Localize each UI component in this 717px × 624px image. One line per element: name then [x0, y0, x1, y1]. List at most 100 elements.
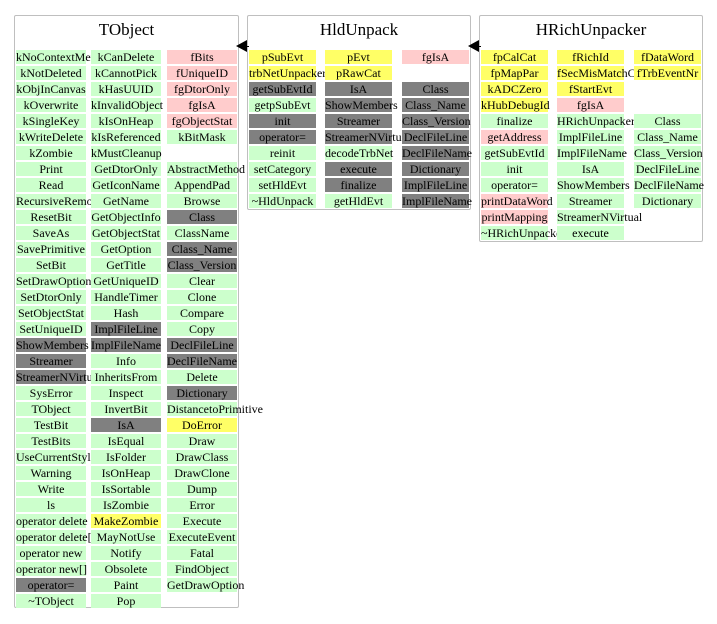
- member-cell: ImplFileName: [91, 338, 161, 352]
- member-cell: fDataWord: [634, 50, 701, 64]
- member-cell: ImplFileLine: [402, 178, 469, 192]
- member-cell: ShowMembers: [557, 178, 630, 192]
- member-cell: fpMapPar: [481, 66, 548, 80]
- member-cell: fgObjectStat: [167, 114, 237, 128]
- member-cell: IsA: [557, 162, 624, 176]
- member-cell: Info: [91, 354, 161, 368]
- member-cell: operator delete[]: [16, 530, 96, 544]
- member-cell: execute: [325, 162, 392, 176]
- member-cell: getSubEvtId: [481, 146, 548, 160]
- member-cell: ResetBit: [16, 210, 86, 224]
- member-cell: GetTitle: [91, 258, 161, 272]
- member-cell: setCategory: [249, 162, 316, 176]
- member-cell: operator=: [481, 178, 548, 192]
- inheritance-arrow-icon: [236, 40, 247, 52]
- member-column: kCanDelete kCannotPick kHasUUID kInvalidObj…: [91, 50, 163, 610]
- member-cell: fgDtorOnly: [167, 82, 237, 96]
- member-cell: kHasUUID: [91, 82, 161, 96]
- member-cell: ~HldUnpack: [249, 194, 316, 208]
- member-column: pSubEvt trbNetUnpacker getSubEvtId getpSubE…: [249, 50, 327, 210]
- member-cell: finalize: [325, 178, 392, 192]
- member-cell: IsEqual: [91, 434, 161, 448]
- member-column: fBits fUniqueID fgDtorOnly fgIsA fgObjectSta…: [167, 50, 263, 594]
- member-cell: AbstractMethod: [167, 162, 245, 176]
- member-cell: DeclFileLine: [634, 162, 701, 176]
- member-cell: execute: [557, 226, 624, 240]
- inheritance-line: [478, 46, 481, 47]
- member-cell: operator=: [249, 130, 316, 144]
- member-cell: DistancetoPrimitive: [167, 402, 263, 416]
- member-cell: kNoContextMenu: [16, 50, 103, 64]
- member-cell: kObjInCanvas: [16, 82, 86, 96]
- member-cell: Write: [16, 482, 86, 496]
- member-cell: GetObjectInfo: [91, 210, 161, 224]
- member-cell: kZombie: [16, 146, 86, 160]
- member-cell: Class: [634, 114, 701, 128]
- member-cell: Class_Version: [402, 114, 471, 128]
- member-cell: Dump: [167, 482, 237, 496]
- member-cell: IsOnHeap: [91, 466, 161, 480]
- member-cell: getpSubEvt: [249, 98, 316, 112]
- member-cell: fgIsA: [402, 50, 469, 64]
- member-cell: kInvalidObject: [91, 98, 163, 112]
- inheritance-arrow-icon: [468, 40, 479, 52]
- member-cell: InheritsFrom: [91, 370, 161, 384]
- member-cell: UseCurrentStyle: [16, 450, 96, 464]
- member-cell: GetIconName: [91, 178, 161, 192]
- member-cell: fStartEvt: [557, 82, 624, 96]
- member-cell: FindObject: [167, 562, 237, 576]
- member-cell: GetUniqueID: [91, 274, 161, 288]
- member-cell: IsA: [325, 82, 392, 96]
- member-cell: kHubDebugId: [481, 98, 550, 112]
- class-title: TObject: [98, 20, 155, 39]
- member-cell: Streamer: [557, 194, 624, 208]
- member-cell: DoError: [167, 418, 237, 432]
- member-cell: Obsolete: [91, 562, 161, 576]
- member-cell: fSecMisMatchCntr: [557, 66, 649, 80]
- member-cell: fRichId: [557, 50, 624, 64]
- member-column: fpCalCat fpMapPar kADCZero kHubDebugId final…: [481, 50, 566, 242]
- member-cell: Streamer: [325, 114, 392, 128]
- member-cell: Dictionary: [402, 162, 469, 176]
- member-cell: init: [249, 114, 316, 128]
- member-cell: Compare: [167, 306, 237, 320]
- member-cell: Clear: [167, 274, 237, 288]
- member-cell: SetObjectStat: [16, 306, 86, 320]
- member-cell: Execute: [167, 514, 237, 528]
- member-cell: ImplFileLine: [91, 322, 161, 336]
- member-cell: kSingleKey: [16, 114, 86, 128]
- member-cell: fpCalCat: [481, 50, 548, 64]
- member-cell: IsA: [91, 418, 161, 432]
- member-cell: SetDtorOnly: [16, 290, 86, 304]
- member-cell: ~HRichUnpacker: [481, 226, 566, 240]
- member-cell: operator new[]: [16, 562, 87, 576]
- member-cell: fUniqueID: [167, 66, 237, 80]
- member-cell: trbNetUnpacker: [249, 66, 327, 80]
- member-cell: StreamerNVirtual: [16, 370, 102, 384]
- class-box-hrichunpacker: HRichUnpacker fpCalCat fpMapPar kADCZero kH…: [479, 15, 704, 242]
- member-cell: pSubEvt: [249, 50, 316, 64]
- member-cell: HRichUnpacker: [557, 114, 635, 128]
- member-cell: Error: [167, 498, 237, 512]
- member-cell: Pop: [91, 594, 161, 608]
- member-cell: ShowMembers: [325, 98, 398, 112]
- class-title: HRichUnpacker: [535, 20, 647, 39]
- member-cell: Streamer: [16, 354, 86, 368]
- member-cell: Inspect: [91, 386, 161, 400]
- member-cell: kIsOnHeap: [91, 114, 161, 128]
- member-cell: ShowMembers: [16, 338, 89, 352]
- member-cell: GetDrawOption: [167, 578, 245, 592]
- member-cell: DeclFileLine: [167, 338, 237, 352]
- member-cell: printDataWord: [481, 194, 553, 208]
- member-cell: Paint: [91, 578, 161, 592]
- member-cell: SysError: [16, 386, 86, 400]
- member-cell: Class: [402, 82, 469, 96]
- member-cell: Notify: [91, 546, 161, 560]
- member-cell: printMapping: [481, 210, 548, 224]
- member-cell: SaveAs: [16, 226, 86, 240]
- class-box-hldunpack: HldUnpack pSubEvt trbNetUnpacker getSubEvt…: [247, 15, 472, 210]
- member-cell: Warning: [16, 466, 86, 480]
- member-cell: init: [481, 162, 548, 176]
- member-cell: DeclFileName: [402, 146, 472, 160]
- member-cell: [402, 66, 469, 80]
